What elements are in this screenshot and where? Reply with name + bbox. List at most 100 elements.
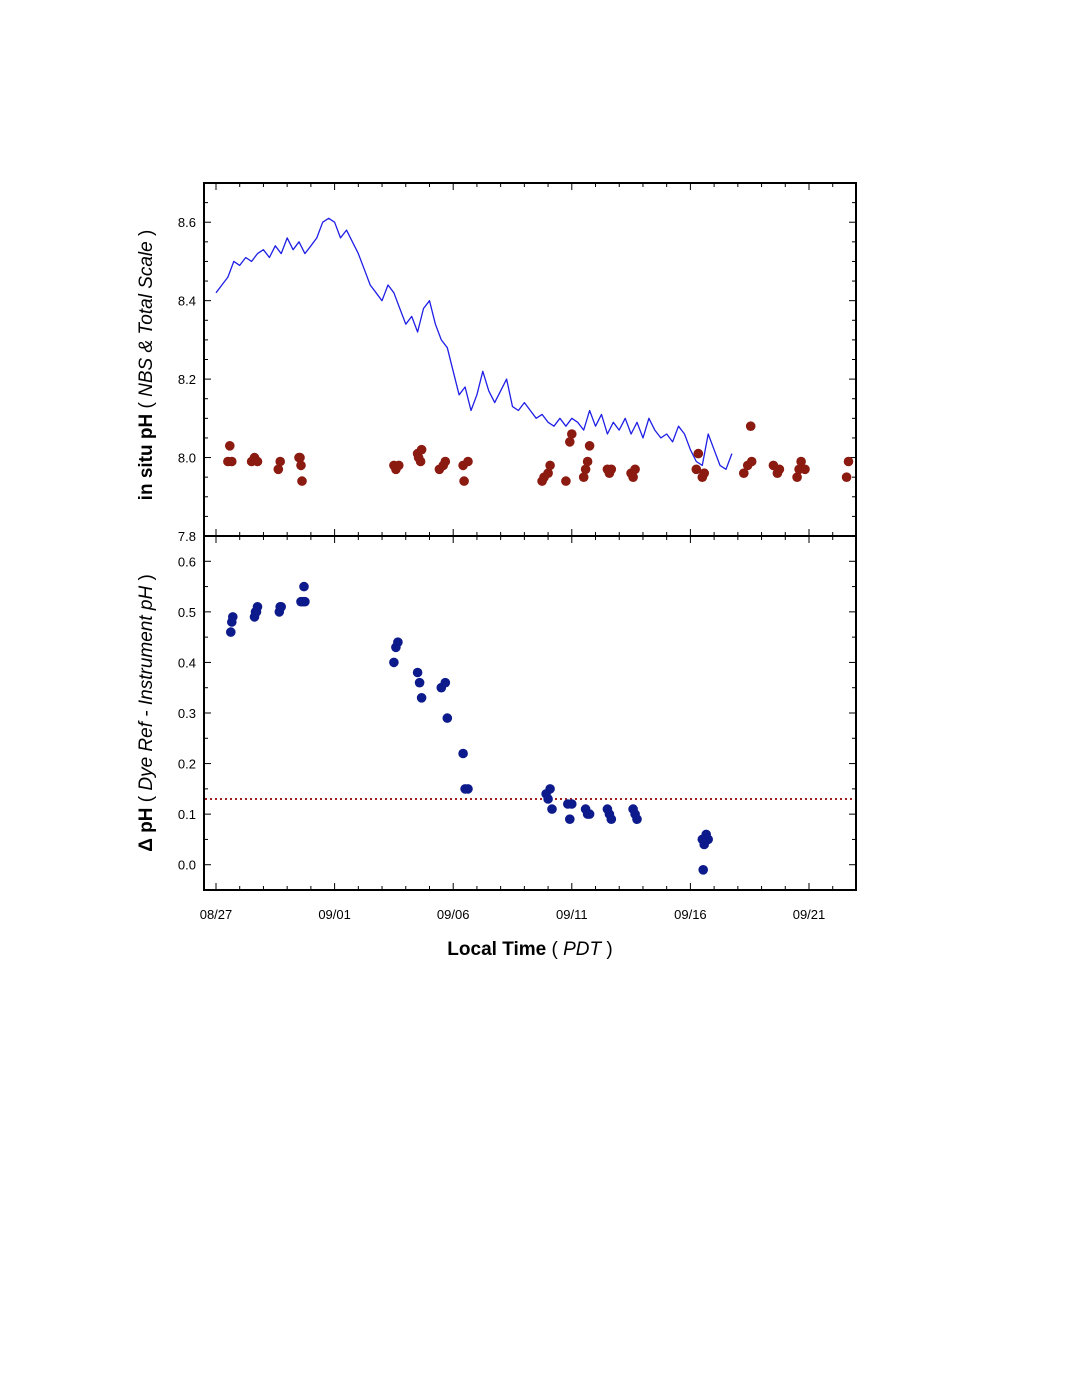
ph-point: [746, 456, 757, 467]
ph-point: [582, 456, 593, 467]
top-ylabel-open: (: [136, 397, 157, 414]
delta-ph-point: [299, 581, 309, 592]
top-y-tick-label: 8.2: [178, 372, 196, 387]
delta-ph-point: [414, 677, 425, 688]
ph-point: [843, 456, 854, 467]
ph-point: [699, 468, 709, 479]
ph-point: [693, 448, 704, 459]
xlabel-open: (: [546, 939, 563, 960]
top-panel: 7.8 8.0 8.2 8.4 8.6 in situ pH ( NBS & Total…: [136, 182, 857, 544]
bottom-y-tick-label: 0.3: [178, 706, 196, 721]
x-axis: 08/27 09/01 09/06 09/11 09/16 09/21: [200, 183, 834, 922]
ph-point: [580, 464, 591, 475]
delta-ph-point: [393, 637, 403, 647]
delta-ph-point: [606, 814, 617, 824]
ph-point: [296, 460, 306, 471]
delta-ph-point: [565, 814, 575, 824]
bottom-ylabel-sub: Dye Ref - Instrument pH: [136, 586, 157, 791]
x-tick-label: 08/27: [200, 907, 233, 922]
ph-point: [252, 456, 263, 467]
bottom-ylabel-open: (: [136, 791, 157, 808]
ph-point: [739, 468, 749, 479]
xlabel-close: ): [601, 939, 613, 960]
top-y-tick-label: 8.4: [178, 294, 196, 309]
delta-ph-point: [389, 657, 399, 668]
ph-point: [545, 460, 555, 471]
xlabel-main: Local Time: [447, 939, 546, 960]
ph-point: [273, 464, 284, 475]
delta-ph-point: [416, 693, 427, 703]
ph-point: [584, 441, 595, 451]
delta-ph-point: [440, 677, 451, 688]
delta-ph-point: [567, 799, 577, 809]
bottom-y-tick-label: 0.0: [178, 858, 196, 873]
ph-point: [295, 452, 305, 463]
ph-point: [297, 476, 307, 486]
ph-point: [841, 472, 852, 483]
bottom-ylabel-main: Δ pH: [136, 808, 157, 852]
ph-point: [792, 472, 802, 483]
delta-ph-point: [547, 804, 557, 814]
ph-point: [440, 456, 451, 467]
ph-point: [606, 464, 617, 475]
ph-point: [774, 464, 785, 475]
ph-line-series: [215, 217, 733, 470]
delta-ph-point: [276, 602, 287, 612]
delta-ph-point: [300, 596, 310, 607]
bottom-panel: 0.0 0.1 0.2 0.3 0.4 0.5 0.6 08/27 09/01 09/06 09/…: [136, 183, 857, 960]
delta-ph-point: [251, 607, 262, 617]
bottom-y-axis: 0.0 0.1 0.2 0.3 0.4 0.5 0.6: [178, 535, 856, 891]
ph-point: [561, 476, 571, 486]
top-y-tick-label: 8.6: [178, 215, 196, 230]
x-tick-label: 09/06: [437, 907, 470, 922]
ph-point: [463, 456, 473, 467]
delta-ph-point: [228, 612, 238, 622]
delta-ph-point: [226, 627, 236, 637]
xlabel-sub: PDT: [563, 939, 602, 960]
ph-point: [630, 464, 640, 475]
ph-point: [745, 421, 756, 432]
top-ylabel-sub: NBS & Total Scale: [136, 241, 157, 397]
ph-point: [567, 429, 577, 439]
bottom-y-tick-label: 0.5: [178, 605, 196, 620]
top-ylabel-main: in situ pH: [136, 414, 157, 501]
ph-point: [225, 441, 235, 451]
x-tick-label: 09/01: [318, 907, 351, 922]
bottom-ylabel-close: ): [136, 574, 157, 586]
delta-ph-point: [442, 713, 453, 723]
bottom-y-tick-label: 0.1: [178, 807, 196, 822]
bottom-y-axis-title: Δ pH ( Dye Ref - Instrument pH ): [136, 574, 157, 852]
ph-point: [416, 444, 427, 455]
x-tick-label: 09/11: [556, 907, 588, 922]
delta-ph-point: [543, 794, 553, 804]
x-axis-title: Local Time ( PDT ): [447, 939, 612, 960]
x-tick-label: 09/21: [793, 907, 826, 922]
ph-point: [543, 468, 553, 479]
ph-point: [415, 456, 426, 467]
top-y-axis: 7.8 8.0 8.2 8.4 8.6: [178, 182, 856, 544]
delta-ph-point: [584, 809, 595, 819]
ph-point: [691, 464, 702, 475]
ph-point: [227, 456, 237, 467]
bottom-y-tick-label: 0.4: [178, 655, 196, 670]
ph-point: [394, 460, 404, 471]
delta-ph-point: [632, 814, 642, 824]
ph-point: [459, 476, 469, 486]
delta-ph-point: [412, 667, 423, 678]
ph-line: [215, 217, 733, 470]
bottom-y-tick-label: 0.2: [178, 757, 196, 772]
ph-point: [800, 464, 810, 475]
top-ylabel-close: ): [136, 230, 157, 242]
x-tick-label: 09/16: [674, 907, 707, 922]
top-y-tick-label: 8.0: [178, 451, 196, 466]
delta-ph-scatter-series: [226, 581, 713, 875]
ph-point: [628, 472, 638, 483]
top-y-tick-label: 7.8: [178, 529, 196, 544]
ph-point: [578, 472, 589, 483]
bottom-y-tick-label: 0.6: [178, 554, 196, 569]
ph-point: [275, 456, 286, 467]
ph-point: [565, 437, 575, 447]
ph-point: [796, 456, 806, 467]
delta-ph-point: [545, 784, 555, 794]
